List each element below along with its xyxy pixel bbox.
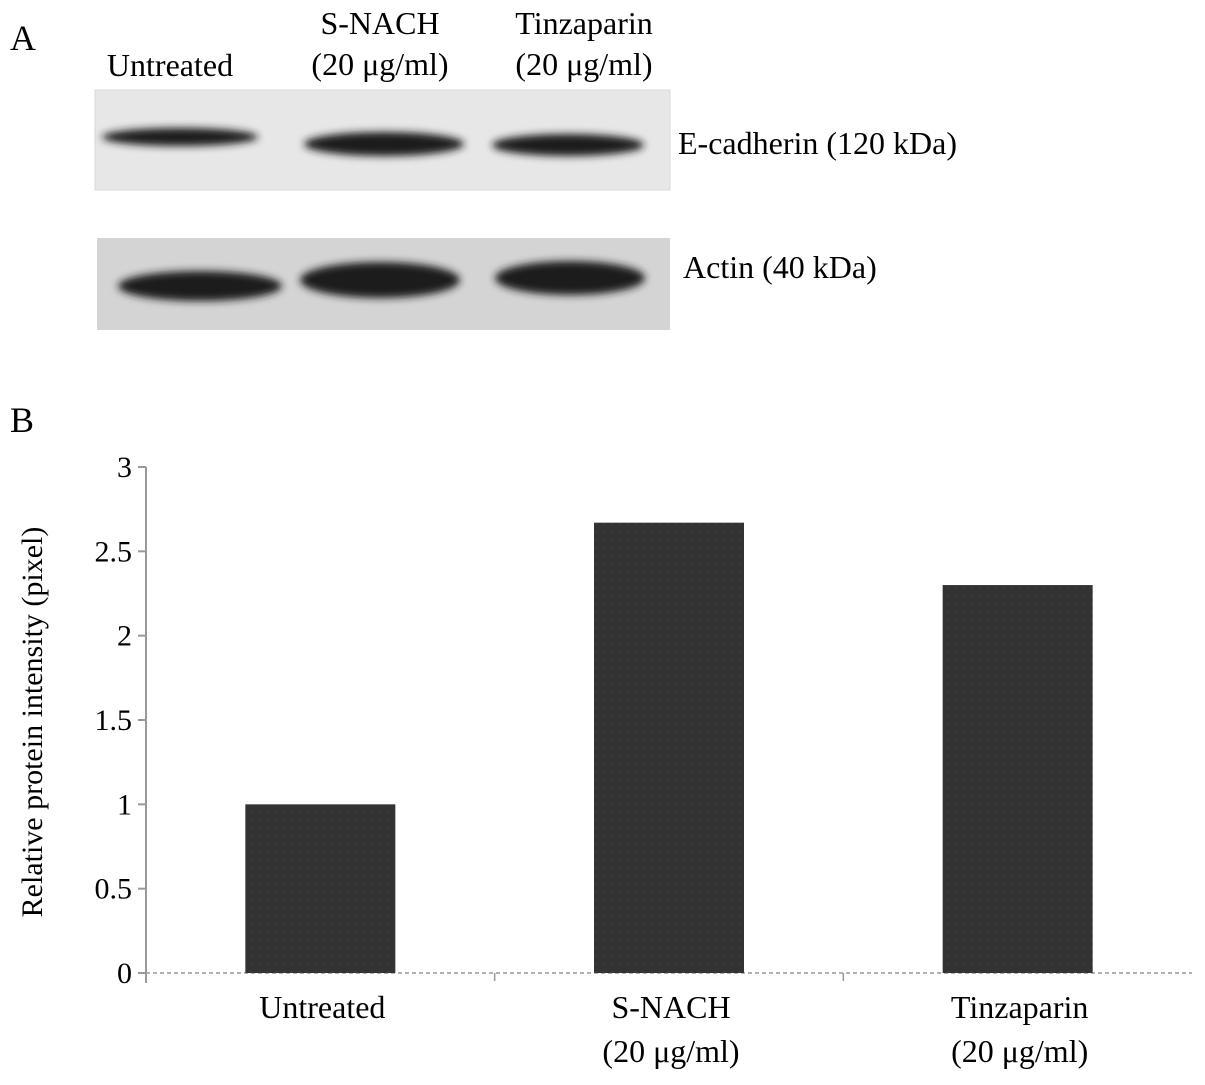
x-tick-label-dose: (20 μg/ml) — [602, 1033, 739, 1069]
x-tick-label: Tinzaparin — [951, 989, 1088, 1025]
lane-label-tinzaparin: Tinzaparin — [515, 5, 652, 41]
y-ticks: 0 0.5 1 1.5 2 2.5 3 — [95, 451, 146, 990]
y-tick-label: 0.5 — [95, 873, 133, 906]
lane-label-untreated: Untreated — [107, 47, 233, 83]
x-tick-label: S-NACH — [611, 989, 730, 1025]
x-tick-label-dose: (20 μg/ml) — [951, 1033, 1088, 1069]
band-actin-untreated — [118, 271, 282, 301]
band-actin-tinzaparin — [495, 261, 645, 295]
panel-b-label: B — [10, 400, 34, 440]
blot-ecadherin — [94, 89, 671, 191]
y-tick-label: 1 — [117, 788, 132, 821]
blot-actin-label: Actin (40 kDa) — [683, 249, 877, 285]
y-axis-label: Relative protein intensity (pixel) — [16, 527, 49, 918]
y-tick-label: 0 — [117, 957, 132, 990]
panel-a-label: A — [10, 18, 36, 58]
y-tick-label: 2.5 — [95, 535, 133, 568]
bar — [594, 522, 744, 973]
band-ecadherin-tinzaparin — [492, 134, 644, 156]
band-ecadherin-snach — [304, 132, 464, 156]
bar — [942, 585, 1093, 973]
band-actin-snach — [300, 262, 460, 298]
bar — [245, 804, 396, 973]
lane-label-snach-dose: (20 μg/ml) — [311, 46, 448, 82]
panel-b: B Relative protein intensity (pixel) 0 0.… — [10, 400, 1192, 1069]
lane-label-tinzaparin-dose: (20 μg/ml) — [515, 46, 652, 82]
y-tick-label: 1.5 — [95, 704, 133, 737]
y-tick-label: 2 — [117, 620, 132, 653]
x-tick-labels: Untreated S-NACH (20 μg/ml) Tinzaparin (20 μ… — [259, 989, 1088, 1069]
bars — [245, 522, 1093, 973]
y-tick-label: 3 — [117, 451, 132, 484]
band-ecadherin-untreated — [102, 128, 258, 146]
panel-a: A Untreated S-NACH (20 μg/ml) Tinzaparin… — [10, 5, 957, 330]
blot-ecadherin-label: E-cadherin (120 kDa) — [678, 125, 957, 161]
lane-label-snach: S-NACH — [320, 5, 439, 41]
x-tick-label: Untreated — [259, 989, 385, 1025]
blot-actin — [97, 238, 670, 330]
